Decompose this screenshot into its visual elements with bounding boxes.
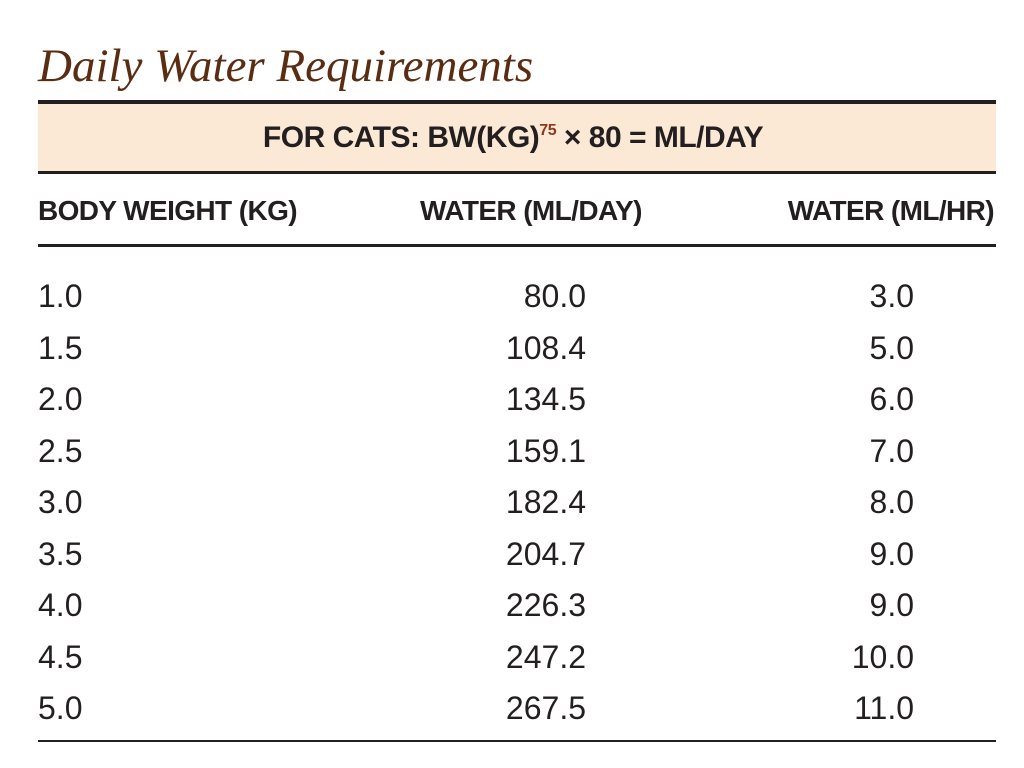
body-weight-cell: 3.5 — [38, 535, 83, 572]
header-rule — [38, 244, 996, 247]
table-title: Daily Water Requirements — [38, 40, 534, 92]
column-header-water-ml-day: WATER (ML/DAY) — [420, 195, 642, 226]
water-ml-hr-cell: 8.0 — [869, 484, 914, 520]
body-weight-cell: 1.5 — [38, 329, 83, 366]
body-weight-cell: 4.0 — [38, 587, 83, 623]
column-header-water-ml-hr: WATER (ML/HR) — [787, 195, 995, 226]
body-weight-cell: 2.5 — [38, 432, 83, 469]
water-ml-day-cell: 267.5 — [505, 690, 586, 726]
formula-rule — [38, 171, 996, 174]
body-weight-cell: 5.0 — [38, 690, 83, 726]
water-ml-day-cell: 182.4 — [505, 484, 586, 520]
formula-prefix: FOR CATS: BW(KG) — [262, 120, 540, 154]
table-row: 1.0 80.0 3.0 — [0, 272, 1024, 324]
water-ml-day-cell: 134.5 — [505, 381, 586, 417]
water-ml-hr-cell: 10.0 — [851, 638, 914, 675]
table-row: 5.0 267.5 11.0 — [0, 684, 1024, 736]
table-row: 2.5 159.1 7.0 — [0, 427, 1024, 479]
top-rule — [38, 100, 996, 104]
table-row: 4.0 226.3 9.0 — [0, 581, 1024, 633]
body-weight-cell: 1.0 — [38, 278, 83, 314]
table-row: 1.5 108.4 5.0 — [0, 324, 1024, 376]
water-ml-hr-cell: 5.0 — [869, 329, 914, 366]
water-ml-day-cell: 247.2 — [505, 638, 586, 675]
water-ml-hr-cell: 7.0 — [869, 432, 914, 469]
body-weight-cell: 2.0 — [38, 381, 83, 417]
water-ml-hr-cell: 6.0 — [869, 381, 914, 417]
body-weight-cell: 4.5 — [38, 638, 83, 675]
table-row: 4.5 247.2 10.0 — [0, 633, 1024, 685]
water-ml-day-cell: 204.7 — [505, 535, 586, 572]
water-ml-hr-cell: 11.0 — [854, 690, 914, 726]
table-body: 1.0 80.0 3.0 1.5 108.4 5.0 2.0 134.5 6.0… — [0, 272, 1024, 736]
water-ml-day-cell: 108.4 — [505, 329, 586, 366]
table-row: 3.5 204.7 9.0 — [0, 530, 1024, 582]
water-ml-day-cell: 80.0 — [523, 278, 586, 314]
table-row: 2.0 134.5 6.0 — [0, 375, 1024, 427]
water-ml-hr-cell: 9.0 — [869, 587, 914, 623]
water-ml-day-cell: 226.3 — [505, 587, 586, 623]
formula-text: FOR CATS: BW(KG)75 × 80 = ML/DAY — [263, 121, 771, 155]
column-header-body-weight: BODY WEIGHT (KG) — [38, 195, 298, 226]
water-ml-hr-cell: 3.0 — [869, 278, 914, 314]
table-row: 3.0 182.4 8.0 — [0, 478, 1024, 530]
formula-band: FOR CATS: BW(KG)75 × 80 = ML/DAY — [38, 104, 996, 171]
formula-suffix: × 80 = ML/DAY — [556, 120, 764, 154]
water-ml-hr-cell: 9.0 — [869, 535, 914, 572]
body-weight-cell: 3.0 — [38, 484, 83, 520]
formula-exponent: 75 — [539, 121, 557, 139]
water-ml-day-cell: 159.1 — [505, 432, 586, 469]
bottom-rule — [38, 740, 996, 742]
